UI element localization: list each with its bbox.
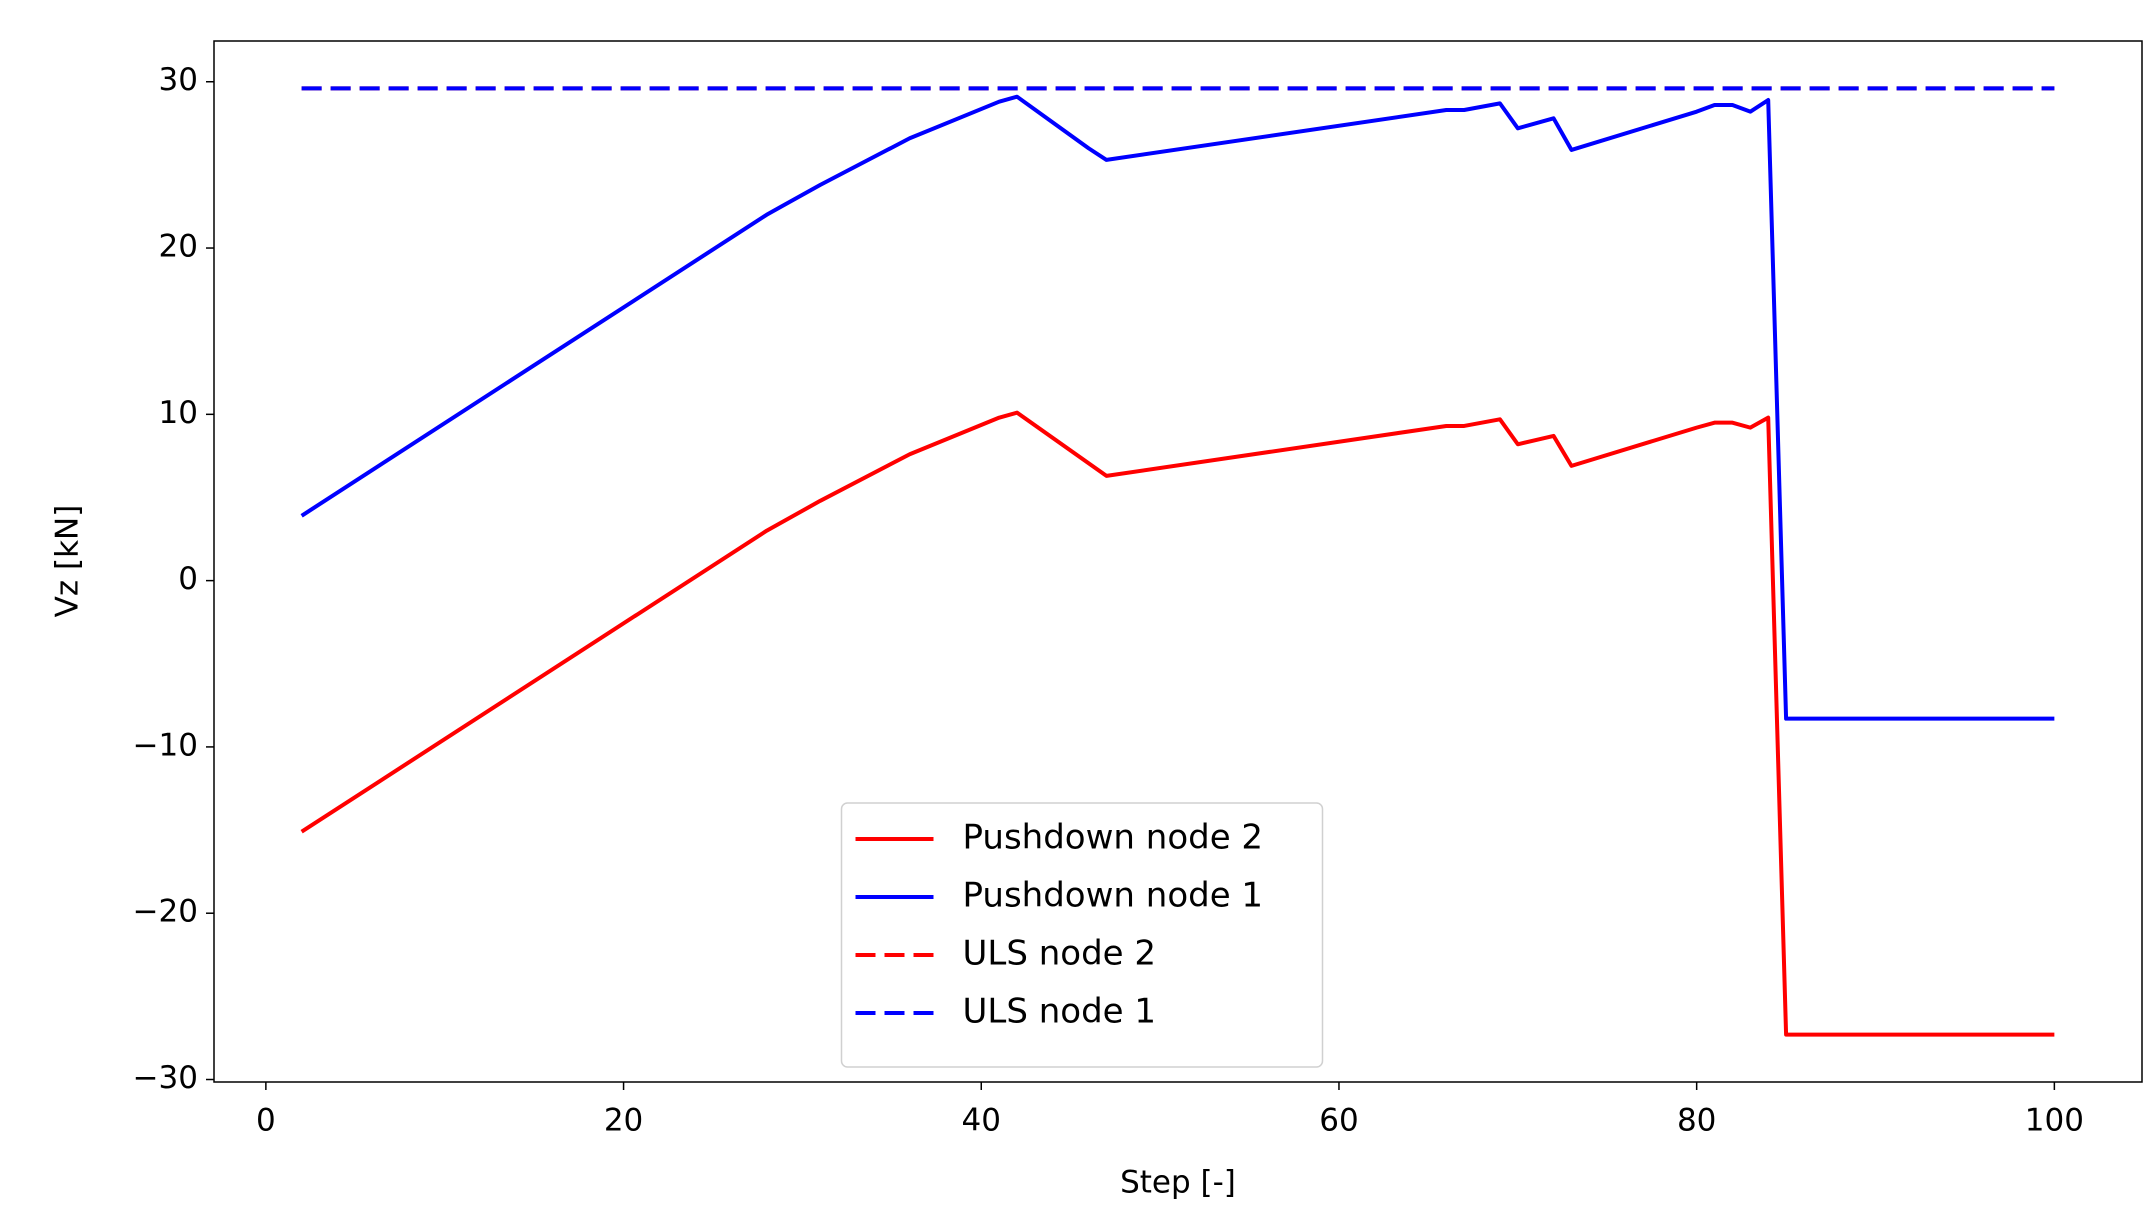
x-tick-label: 0 [256,1103,276,1139]
y-axis-label: Vz [kN] [50,505,86,618]
legend-label: ULS node 2 [963,934,1157,974]
y-tick-label: −20 [133,894,198,930]
x-tick-label: 40 [962,1103,1001,1139]
x-tick-label: 60 [1319,1103,1358,1139]
legend-box [840,802,1324,1068]
line-series [300,94,2055,721]
line-series [300,410,2055,1037]
y-tick-label: −10 [133,727,198,763]
y-tick-label: −30 [133,1060,198,1096]
y-tick-label: 10 [159,395,198,431]
legend-label: Pushdown node 2 [963,818,1264,858]
legend-label: Pushdown node 1 [963,876,1264,916]
x-tick-label: 80 [1677,1103,1716,1139]
y-tick-label: 30 [159,62,198,98]
y-tick-label: 0 [178,561,198,597]
legend: Pushdown node 2 Pushdown node 1 ULS node 2… [840,802,1324,1068]
legend-label: ULS node 1 [963,992,1157,1032]
x-axis-label: Step [-] [1120,1165,1236,1201]
x-tick-label: 20 [604,1103,643,1139]
y-tick-label: 20 [159,229,198,265]
plot-frame [213,40,2143,1083]
x-tick-label: 100 [2025,1103,2084,1139]
